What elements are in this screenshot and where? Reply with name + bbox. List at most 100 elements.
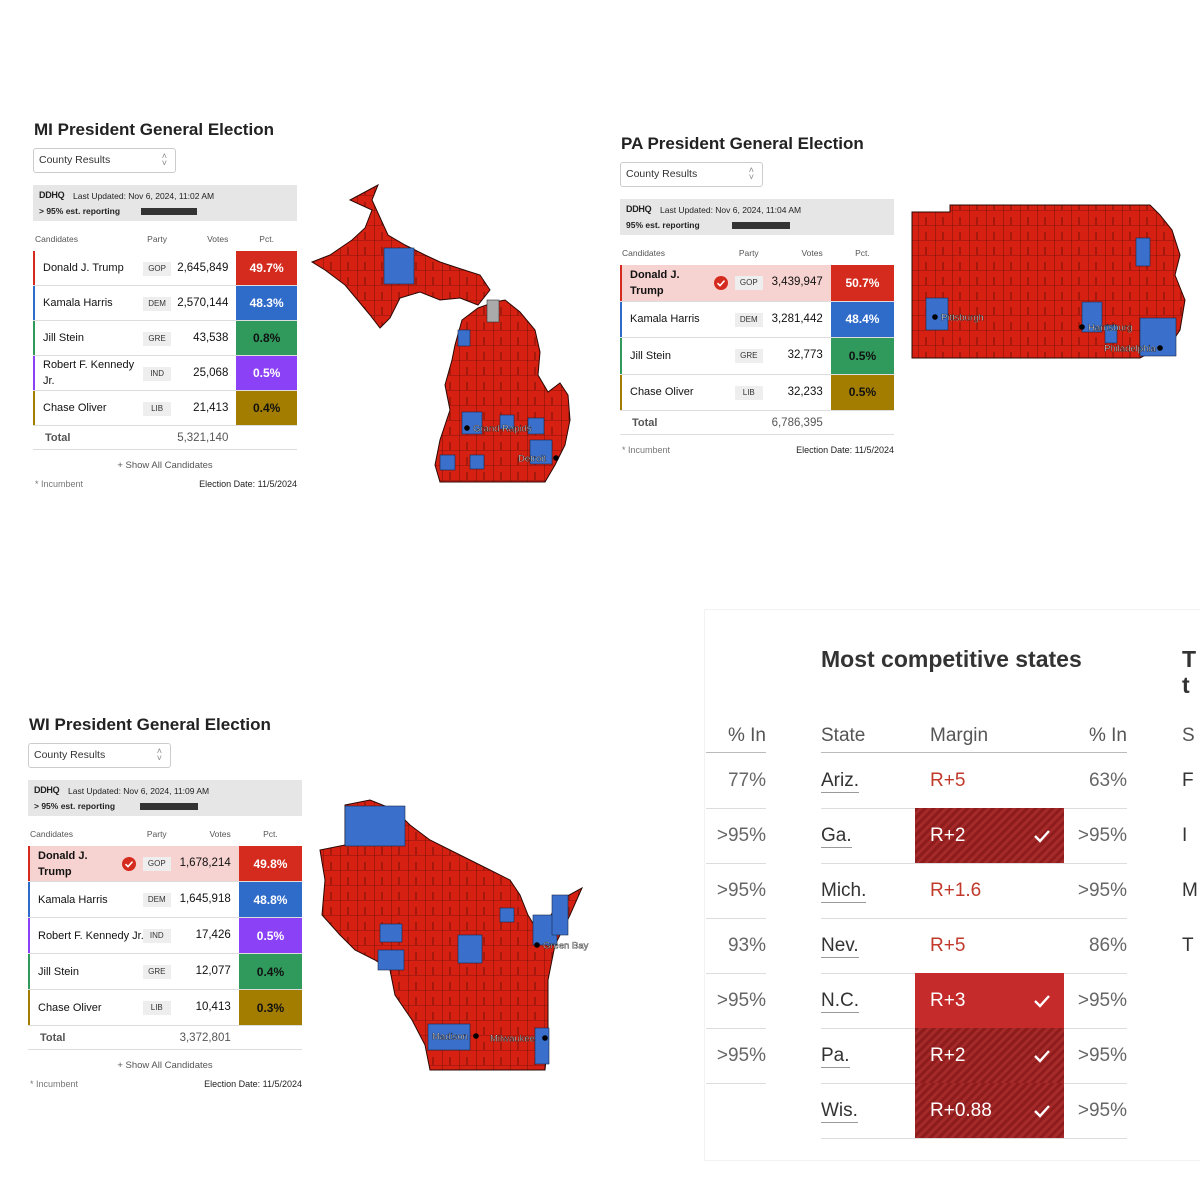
margin-value: R+2 — [930, 825, 966, 846]
col-header: % In — [1088, 725, 1127, 746]
row-rule — [821, 863, 1127, 864]
panel-title: WI President General Election — [29, 715, 271, 734]
pct-in: >95% — [1077, 825, 1127, 846]
dem-county — [377, 949, 405, 971]
margin-value: R+2 — [930, 1045, 966, 1066]
state-name[interactable]: Ga. — [821, 825, 852, 848]
reporting-bar — [141, 208, 197, 215]
dropdown[interactable]: County Results ˄ ˅ — [33, 148, 176, 173]
show-all[interactable]: + Show All Candidates — [117, 1060, 213, 1071]
city-label: Grand Rapids — [473, 424, 532, 435]
votes: 10,413 — [195, 1001, 231, 1013]
state-name[interactable]: Ariz. — [821, 770, 859, 793]
total-votes: 3,372,801 — [179, 1032, 231, 1044]
city-dot — [473, 1033, 479, 1039]
party-stripe — [28, 954, 30, 989]
party-badge: DEM — [143, 296, 172, 311]
dem-county — [1104, 324, 1118, 344]
candidate-row: Jill Stein GRE 43,538 0.8% — [33, 321, 297, 356]
margin-cell: R+1.6 — [915, 863, 1064, 918]
city-label: Milwaukee — [490, 1034, 535, 1045]
dem-county — [534, 1027, 550, 1065]
candidate-name: Donald J. Trump — [630, 268, 680, 297]
reporting-bar — [140, 803, 198, 810]
cut-title: t — [1182, 672, 1190, 698]
total-rule — [620, 434, 894, 435]
pct-in: >95% — [1077, 1045, 1127, 1066]
column-header: Party — [738, 248, 759, 258]
party-stripe — [33, 391, 35, 425]
party-badge: LIB — [734, 385, 763, 400]
pct-in: >95% — [1077, 880, 1127, 901]
dropdown[interactable]: County Results ˄ ˅ — [620, 162, 763, 187]
candidate-row: Kamala Harris DEM 3,281,442 48.4% — [620, 301, 894, 338]
party-stripe — [28, 918, 30, 953]
row-rule — [706, 1083, 766, 1084]
left-pct-in: >95% — [716, 825, 766, 846]
column-header: Votes — [207, 234, 229, 244]
dropdown-arrows: ˄ ˅ — [156, 746, 162, 763]
show-all[interactable]: + Show All Candidates — [117, 460, 213, 471]
col-header: Margin — [930, 725, 989, 746]
state-name[interactable]: Wis. — [821, 1100, 858, 1123]
winner-check — [122, 857, 137, 871]
city-dot — [534, 942, 540, 948]
reporting: 95% est. reporting — [626, 220, 700, 230]
dem-county — [439, 454, 456, 471]
panel-title: PA President General Election — [621, 134, 864, 153]
dem-county — [427, 1023, 471, 1051]
candidate-name: Kamala Harris — [38, 893, 108, 906]
results-panel: WI President General Election County Resu… — [12, 703, 595, 1092]
city-label: Pittsburgh — [941, 313, 984, 324]
party-stripe — [33, 251, 35, 285]
header-rule — [706, 752, 766, 753]
dropdown-label: County Results — [626, 168, 698, 180]
last-updated: Last Updated: Nov 6, 2024, 11:04 AM — [660, 205, 802, 215]
party-stripe — [620, 338, 622, 374]
status-box: DDHQ Last Updated: Nov 6, 2024, 11:02 AM >… — [33, 185, 297, 221]
election-date: Election Date: 11/5/2024 — [204, 1079, 302, 1089]
total-votes: 6,786,395 — [771, 417, 823, 429]
state-land — [319, 799, 584, 1071]
last-updated: Last Updated: Nov 6, 2024, 11:09 AM — [68, 786, 210, 796]
column-header: Votes — [801, 248, 823, 258]
row-rule — [706, 808, 766, 809]
row-rule — [821, 1138, 1127, 1139]
left-pct-in: >95% — [716, 990, 766, 1011]
dem-county — [344, 805, 406, 847]
candidate-name: Kamala Harris — [43, 297, 113, 309]
candidate-name: Robert F. Kennedy Jr. — [38, 929, 144, 942]
votes: 2,570,144 — [177, 296, 229, 309]
state-name[interactable]: Nev. — [821, 935, 859, 958]
dem-county — [925, 297, 949, 331]
votes: 12,077 — [195, 965, 231, 977]
called-check — [1034, 830, 1050, 843]
status-box: DDHQ Last Updated: Nov 6, 2024, 11:04 AM 9… — [620, 199, 894, 235]
state-name[interactable]: Mich. — [821, 880, 867, 903]
party-badge: GRE — [143, 331, 172, 346]
row-rule — [706, 973, 766, 974]
party-badge: IND — [143, 366, 172, 381]
row-rule — [706, 918, 766, 919]
state-name[interactable]: Pa. — [821, 1045, 850, 1068]
called-check — [1034, 1105, 1050, 1118]
party-stripe — [33, 321, 35, 355]
row-rule — [821, 918, 1127, 919]
candidate-row: Robert F. Kennedy Jr. IND 17,426 0.5% — [28, 918, 302, 954]
party-badge: DEM — [142, 893, 171, 907]
incumbent-note: * Incumbent — [35, 479, 84, 489]
party-badge: IND — [142, 929, 171, 943]
column-header: Votes — [209, 829, 231, 839]
cut-value: T — [1182, 935, 1194, 956]
margin-cell: R+5 — [915, 918, 1064, 973]
candidate-name: Donald J. Trump — [43, 262, 124, 274]
dropdown[interactable]: County Results ˄ ˅ — [28, 743, 171, 768]
row-rule — [706, 863, 766, 864]
col-header: State — [821, 725, 866, 746]
pct-cell: 0.3% — [238, 990, 302, 1025]
party-badge: LIB — [143, 401, 172, 416]
margin-value: R+0.88 — [930, 1100, 992, 1121]
margin-value: R+5 — [930, 770, 966, 791]
state-name[interactable]: N.C. — [821, 990, 859, 1013]
dem-county — [499, 414, 515, 430]
